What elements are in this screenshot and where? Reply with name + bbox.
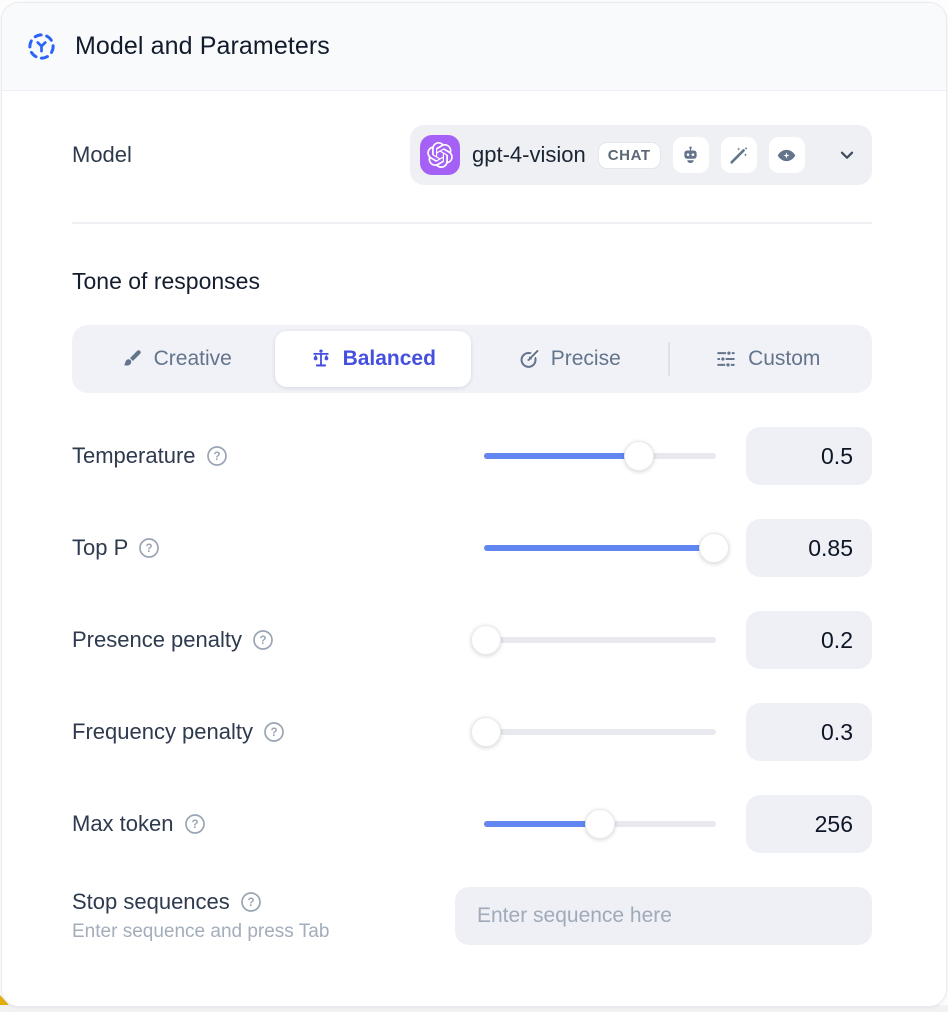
max-token-row: Max token ? 256: [72, 795, 872, 853]
presence-penalty-slider[interactable]: [471, 625, 716, 655]
tone-option-label: Balanced: [342, 347, 436, 370]
paintbrush-icon: [121, 348, 143, 370]
temperature-slider[interactable]: [484, 441, 716, 471]
tone-option-label: Custom: [748, 347, 821, 370]
sliders-icon: [715, 348, 737, 370]
tone-option-precise[interactable]: Precise: [471, 331, 668, 387]
tone-option-creative[interactable]: Creative: [78, 331, 275, 387]
svg-text:?: ?: [191, 819, 198, 831]
presence-penalty-label: Presence penalty: [72, 627, 242, 652]
panel-header: Model and Parameters: [2, 3, 946, 91]
help-icon[interactable]: ?: [205, 444, 229, 468]
slider-thumb[interactable]: [585, 809, 615, 839]
temperature-label: Temperature: [72, 443, 196, 468]
slider-fill: [484, 821, 600, 827]
presence-penalty-value[interactable]: 0.2: [746, 611, 872, 669]
stop-sequences-helper: Enter sequence and press Tab: [72, 921, 330, 942]
vision-eye-icon: [768, 137, 805, 173]
selected-model-name: gpt-4-vision: [472, 142, 586, 167]
svg-text:?: ?: [213, 451, 220, 463]
tone-option-label: Creative: [153, 347, 232, 370]
segment-divider: [667, 342, 670, 376]
model-label: Model: [72, 142, 132, 167]
temperature-row: Temperature ? 0.5: [72, 427, 872, 485]
page-bottom-strip: [0, 1005, 948, 1012]
slider-thumb[interactable]: [624, 441, 655, 471]
slider-thumb[interactable]: [471, 625, 502, 655]
slider-thumb[interactable]: [698, 533, 729, 563]
frequency-penalty-slider[interactable]: [471, 717, 716, 747]
chevron-down-icon: [836, 144, 858, 166]
temperature-value[interactable]: 0.5: [746, 427, 872, 485]
svg-text:?: ?: [247, 897, 254, 909]
chat-type-badge: CHAT: [597, 141, 661, 169]
svg-text:?: ?: [270, 727, 277, 739]
slider-track: [484, 729, 716, 735]
stop-sequences-row: Stop sequences ? Enter sequence and pres…: [72, 887, 872, 945]
slider-fill: [484, 453, 640, 459]
slider-thumb[interactable]: [471, 717, 502, 747]
target-icon: [518, 348, 540, 370]
max-token-slider[interactable]: [484, 809, 716, 839]
tone-option-balanced[interactable]: Balanced: [274, 331, 471, 387]
panel-title: Model and Parameters: [75, 32, 330, 60]
model-parameters-icon: [26, 31, 57, 62]
frequency-penalty-row: Frequency penalty ? 0.3: [72, 703, 872, 761]
top-p-row: Top P ? 0.85: [72, 519, 872, 577]
tone-option-label: Precise: [550, 347, 621, 370]
slider-fill: [484, 545, 714, 551]
section-divider: [72, 222, 872, 224]
help-icon[interactable]: ?: [183, 812, 207, 836]
frequency-penalty-label: Frequency penalty: [72, 719, 253, 744]
magic-wand-icon: [720, 137, 757, 173]
frequency-penalty-value[interactable]: 0.3: [746, 703, 872, 761]
svg-text:?: ?: [146, 543, 153, 555]
tone-option-custom[interactable]: Custom: [670, 331, 867, 387]
max-token-label: Max token: [72, 811, 174, 836]
max-token-value[interactable]: 256: [746, 795, 872, 853]
svg-text:?: ?: [259, 635, 266, 647]
top-p-slider[interactable]: [484, 533, 729, 563]
help-icon[interactable]: ?: [262, 720, 286, 744]
stop-sequences-label: Stop sequences: [72, 889, 230, 914]
balance-scale-icon: [310, 348, 332, 370]
model-row: Model gpt-4-vision CHAT: [72, 125, 872, 185]
help-icon[interactable]: ?: [251, 628, 275, 652]
slider-track: [484, 637, 716, 643]
openai-logo-icon: [420, 135, 460, 175]
robot-plugin-icon: [672, 137, 709, 173]
tone-heading: Tone of responses: [72, 268, 260, 294]
tone-segmented-control: Creative Balanced: [72, 325, 872, 393]
top-p-label: Top P: [72, 535, 129, 560]
help-icon[interactable]: ?: [137, 536, 161, 560]
stop-sequences-input[interactable]: [455, 887, 872, 945]
top-p-value[interactable]: 0.85: [746, 519, 872, 577]
help-icon[interactable]: ?: [239, 890, 263, 914]
model-select-dropdown[interactable]: gpt-4-vision CHAT: [410, 125, 872, 185]
presence-penalty-row: Presence penalty ? 0.2: [72, 611, 872, 669]
